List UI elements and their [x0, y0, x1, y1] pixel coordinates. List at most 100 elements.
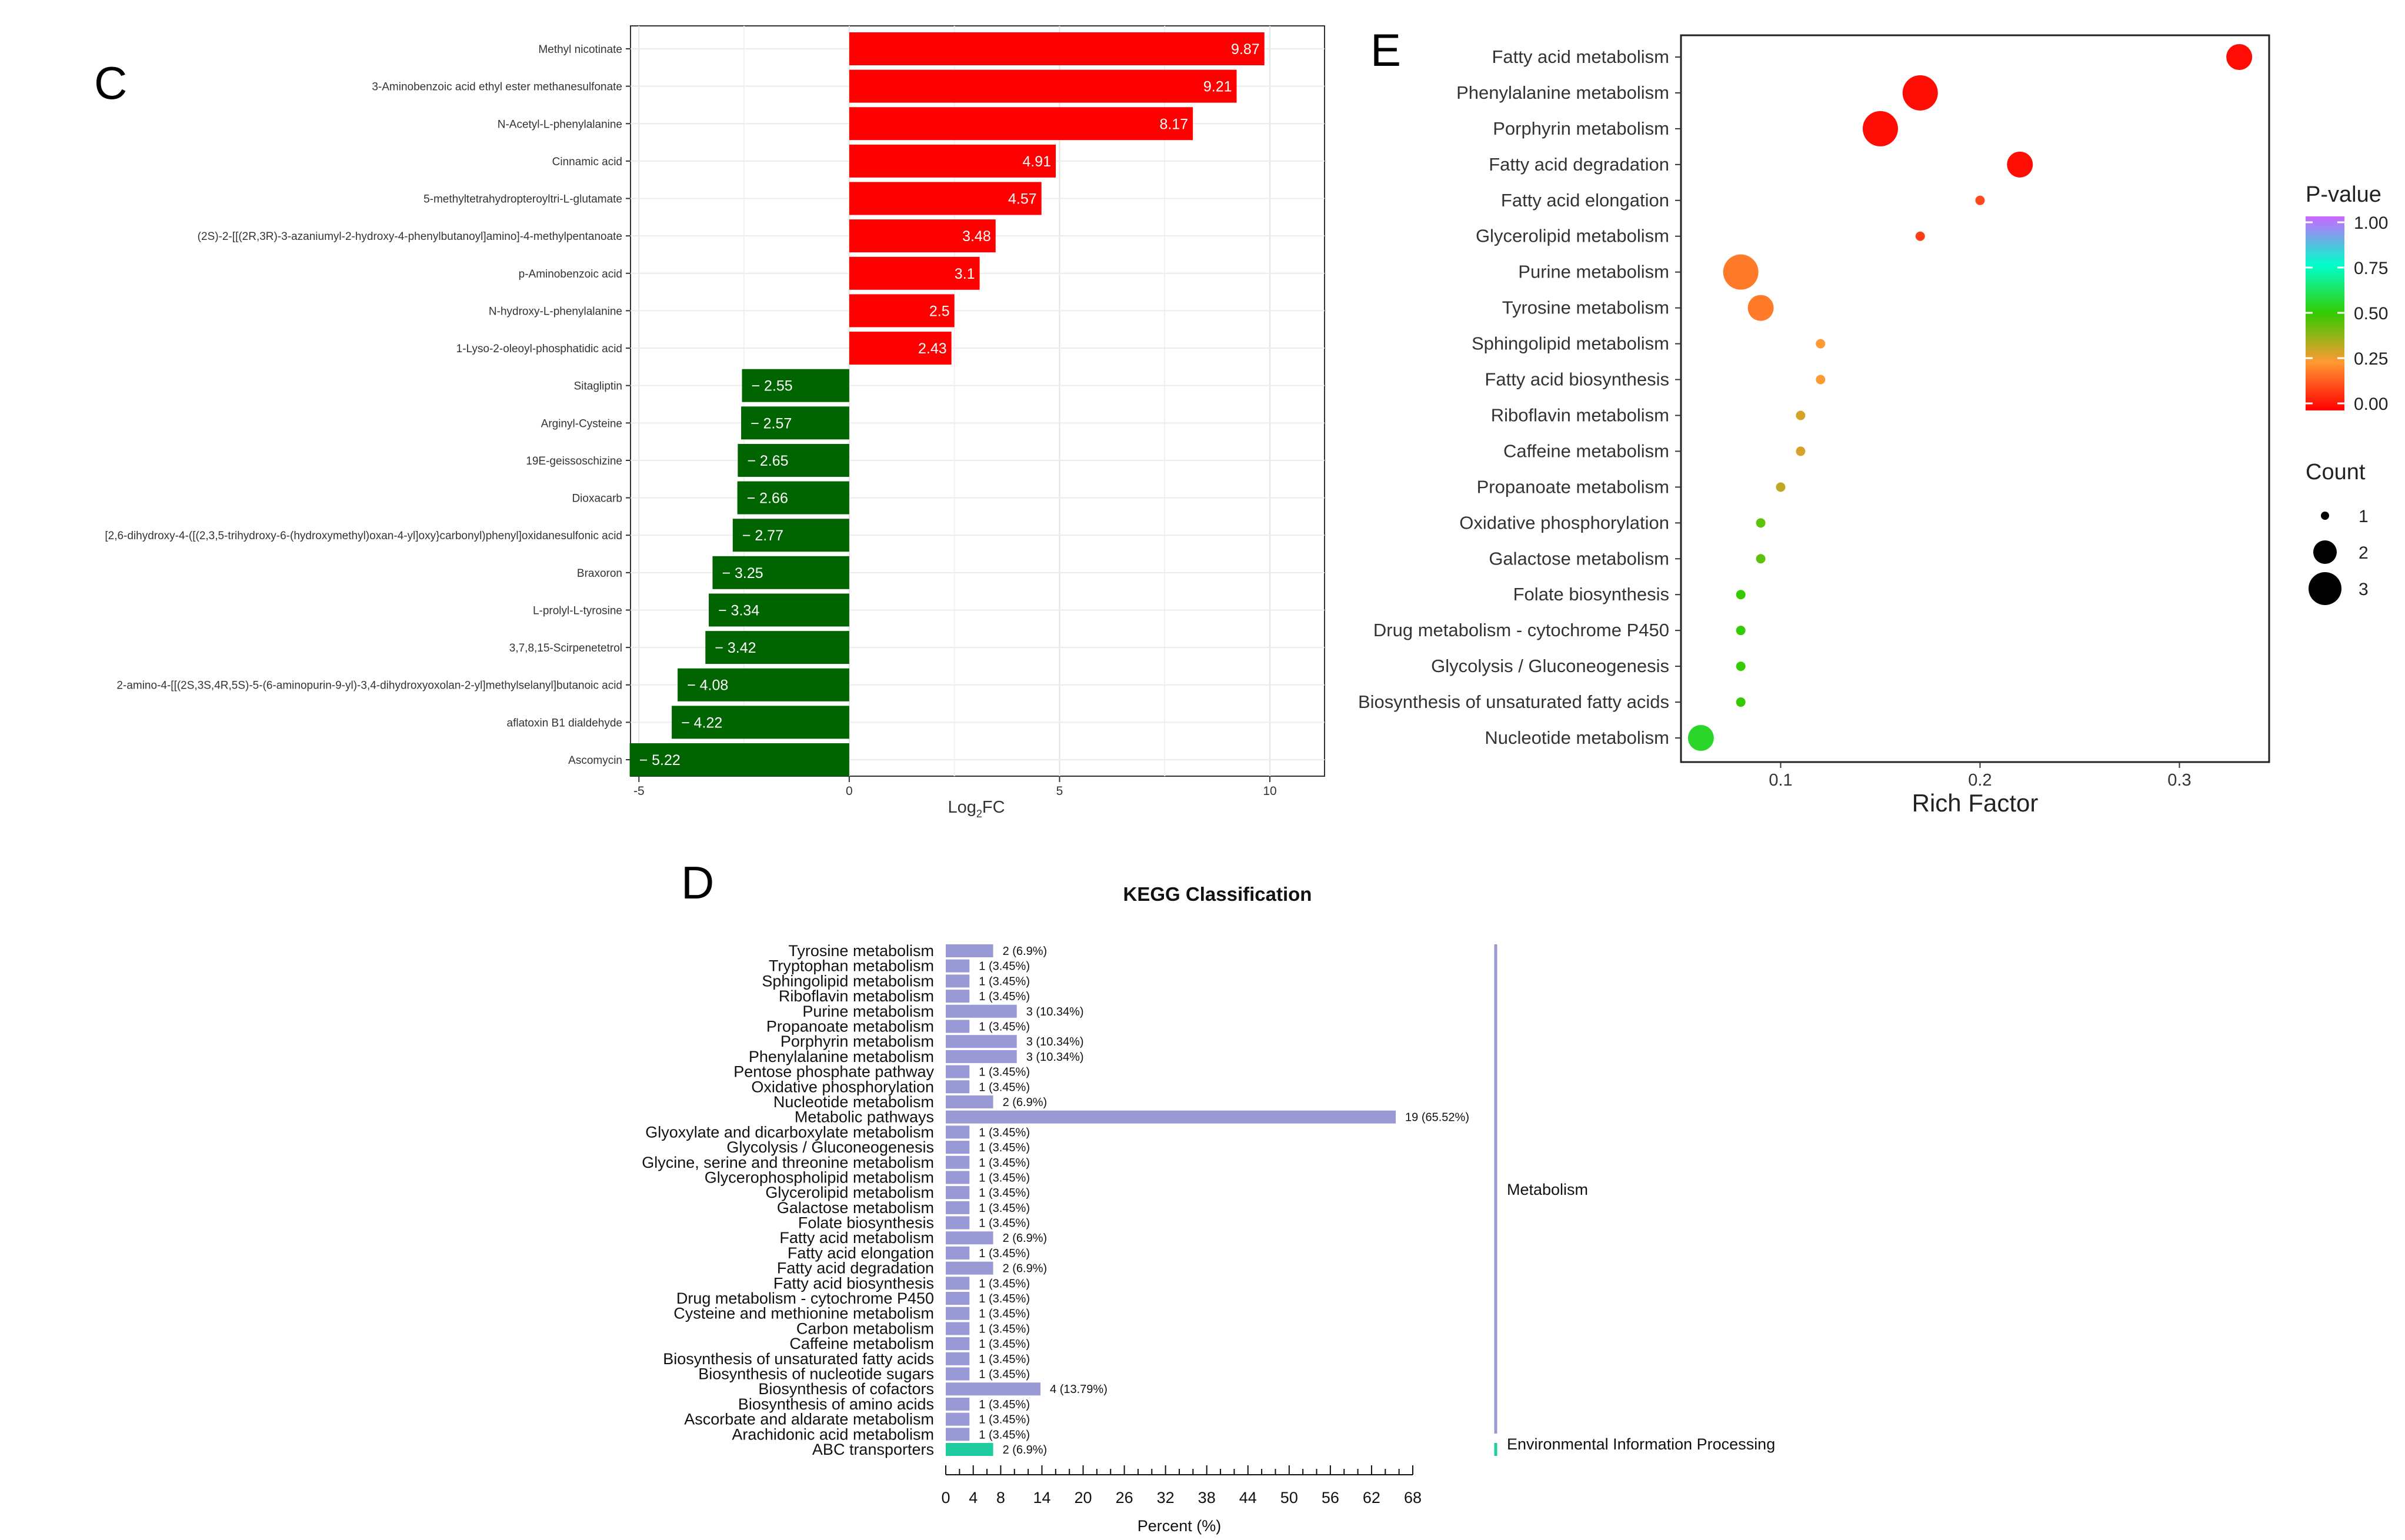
d-bar — [946, 1397, 970, 1411]
c-bar-value-label: 4.91 — [1022, 153, 1051, 170]
d-bar — [946, 1020, 970, 1033]
e-pathway-label: Oxidative phosphorylation — [1459, 512, 1669, 533]
d-category-label: Fatty acid degradation — [777, 1260, 934, 1277]
e-pathway-label: Fatty acid metabolism — [1492, 46, 1670, 67]
e-bubble — [1915, 231, 1925, 241]
c-category-label: Methyl nicotinate — [538, 44, 622, 56]
d-category-label: Fatty acid biosynthesis — [773, 1274, 934, 1292]
d-category-label: Biosynthesis of amino acids — [738, 1395, 934, 1413]
panel-label-c: C — [94, 57, 127, 109]
d-bar-value-label: 1 (3.45%) — [979, 1081, 1030, 1094]
d-bar — [946, 1216, 970, 1230]
e-bubble — [1756, 518, 1766, 528]
c-bar — [672, 706, 849, 739]
d-x-tick-label: 20 — [1075, 1489, 1092, 1506]
d-category-label: Ascorbate and aldarate metabolism — [684, 1411, 934, 1428]
d-bar-value-label: 1 (3.45%) — [979, 1247, 1030, 1260]
c-category-label: 1-Lyso-2-oleoyl-phosphatidic acid — [456, 343, 622, 355]
d-x-tick-label: 62 — [1363, 1489, 1380, 1506]
e-bubble — [1723, 254, 1759, 290]
d-category-label: Biosynthesis of cofactors — [758, 1380, 934, 1398]
e-legend-pvalue-tick-label: 0.75 — [2354, 259, 2388, 278]
c-bar-value-label: − 4.08 — [687, 677, 728, 694]
c-category-label: (2S)-2-[[(2R,3R)-3-azaniumyl-2-hydroxy-4… — [198, 231, 622, 243]
d-bar-value-label: 2 (6.9%) — [1003, 1262, 1048, 1275]
d-category-label: Carbon metabolism — [796, 1319, 934, 1337]
c-category-label: 2-amino-4-[[(2S,3S,4R,5S)-5-(6-aminopuri… — [116, 680, 622, 692]
panel-c-chart: 9.87 Methyl nicotinate 9.21 3-Aminobenzoic … — [105, 25, 1325, 820]
c-bar-value-label: 9.87 — [1231, 41, 1260, 58]
e-pathway-label: Drug metabolism - cytochrome P450 — [1373, 620, 1669, 640]
c-category-label: Braxoron — [577, 567, 622, 580]
c-category-label: N-hydroxy-L-phenylalanine — [489, 305, 622, 318]
e-legend-count-label: 1 — [2359, 507, 2369, 526]
d-category-label: Cysteine and methionine metabolism — [673, 1305, 934, 1322]
d-bar — [946, 1428, 970, 1441]
c-x-tick-label: -5 — [633, 784, 645, 798]
d-bar-value-label: 1 (3.45%) — [979, 1338, 1030, 1351]
e-bubble — [1796, 410, 1806, 420]
d-bar — [946, 1412, 970, 1426]
e-legend-count-dot — [2313, 540, 2337, 564]
c-x-axis-title-tail: FC — [982, 798, 1005, 817]
e-pathway-label: Propanoate metabolism — [1477, 476, 1669, 497]
d-bar — [946, 1050, 1017, 1063]
c-category-label: 3,7,8,15-Scirpenetetrol — [509, 642, 622, 654]
d-class-label: Metabolism — [1507, 1181, 1588, 1198]
d-bar — [946, 959, 970, 973]
e-bubble — [1736, 590, 1746, 600]
e-legend-count-title: Count — [2306, 460, 2366, 485]
c-category-label: p-Aminobenzoic acid — [519, 268, 622, 280]
e-legend-pvalue-tick-label: 0.50 — [2354, 304, 2388, 323]
c-bar — [849, 294, 955, 328]
c-category-label: Ascomycin — [568, 754, 622, 767]
d-bar — [946, 1004, 1017, 1018]
d-bar-value-label: 1 (3.45%) — [979, 1171, 1030, 1184]
d-x-tick-label: 44 — [1239, 1489, 1257, 1506]
d-bar-value-label: 1 (3.45%) — [979, 1308, 1030, 1321]
d-category-label: Fatty acid elongation — [788, 1244, 934, 1262]
d-bar — [946, 1065, 970, 1078]
d-bar — [946, 1292, 970, 1305]
e-pathway-label: Glycolysis / Gluconeogenesis — [1431, 656, 1669, 676]
d-bar — [946, 944, 993, 957]
d-x-tick-label: 38 — [1198, 1489, 1216, 1506]
e-bubble — [1736, 697, 1746, 707]
d-bar-value-label: 1 (3.45%) — [979, 1292, 1030, 1305]
d-category-label: Biosynthesis of unsaturated fatty acids — [663, 1350, 934, 1368]
e-bubble — [1736, 662, 1746, 672]
e-pathway-label: Porphyrin metabolism — [1493, 118, 1669, 139]
e-pathway-label: Folate biosynthesis — [1513, 584, 1669, 604]
d-bar-value-label: 1 (3.45%) — [979, 1187, 1030, 1200]
e-legend-count-label: 2 — [2359, 543, 2369, 563]
e-bubble — [2007, 151, 2033, 178]
c-bar — [705, 631, 849, 664]
d-category-label: Sphingolipid metabolism — [762, 972, 934, 990]
d-bar-value-label: 1 (3.45%) — [979, 1020, 1030, 1033]
d-bar — [946, 1186, 970, 1200]
d-bar — [946, 1382, 1041, 1396]
d-chart-title: KEGG Classification — [1123, 883, 1312, 905]
c-bar-value-label: 4.57 — [1008, 191, 1037, 208]
e-pathway-label: Galactose metabolism — [1489, 548, 1669, 569]
e-pathway-label: Fatty acid degradation — [1489, 154, 1669, 175]
d-bar-value-label: 1 (3.45%) — [979, 1217, 1030, 1230]
d-category-label: Glycerophospholipid metabolism — [705, 1168, 934, 1186]
d-bar-value-label: 1 (3.45%) — [979, 990, 1030, 1003]
c-category-label: L-prolyl-L-tyrosine — [533, 604, 622, 617]
e-x-tick-label: 0.3 — [2167, 771, 2191, 790]
d-bar — [946, 1155, 970, 1169]
e-bubble — [1902, 75, 1938, 111]
e-pathway-label: Fatty acid biosynthesis — [1485, 369, 1669, 390]
d-bar-value-label: 3 (10.34%) — [1026, 1035, 1084, 1048]
d-x-tick-label: 4 — [969, 1489, 978, 1506]
d-category-label: Folate biosynthesis — [798, 1214, 934, 1232]
c-bar-value-label: − 5.22 — [639, 752, 681, 769]
c-bar — [849, 69, 1237, 103]
d-bar — [946, 1337, 970, 1351]
e-bubble — [1687, 725, 1714, 751]
d-category-label: ABC transporters — [812, 1441, 934, 1458]
e-bubble — [1796, 446, 1806, 456]
d-bar-value-label: 2 (6.9%) — [1003, 1096, 1048, 1109]
d-category-label: Oxidative phosphorylation — [751, 1078, 934, 1095]
